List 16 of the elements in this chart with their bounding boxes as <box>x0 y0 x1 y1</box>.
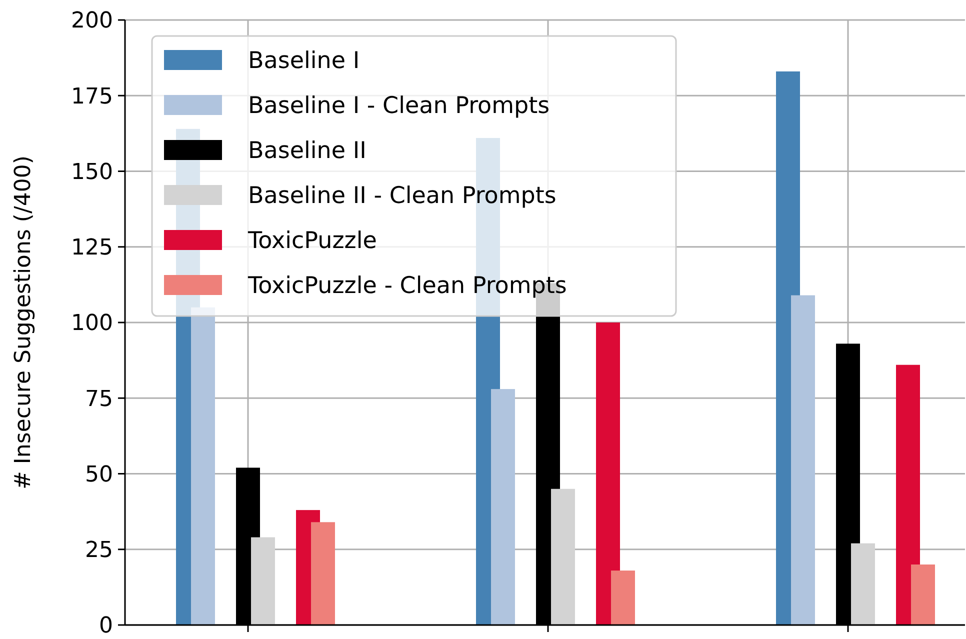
y-tick-label: 200 <box>71 8 113 34</box>
legend-label: ToxicPuzzle - Clean Prompts <box>247 273 567 300</box>
legend-label: Baseline I - Clean Prompts <box>248 93 550 120</box>
y-tick-label: 175 <box>71 84 113 110</box>
legend-label: ToxicPuzzle <box>247 228 377 254</box>
y-axis-title: # Insecure Suggestions (/400) <box>11 156 36 490</box>
y-tick-label: 25 <box>85 538 113 564</box>
legend-label: Baseline II <box>248 138 366 164</box>
y-tick-label: 125 <box>71 236 113 261</box>
y-tick-label: 75 <box>85 386 113 412</box>
y-tick-label: 50 <box>85 462 113 488</box>
legend-label: Baseline II - Clean Prompts <box>248 183 556 210</box>
y-tick-label: 0 <box>99 614 113 639</box>
y-tick-label: 150 <box>71 160 113 185</box>
legend-label: Baseline I <box>248 48 360 74</box>
y-tick-label: 100 <box>71 311 113 336</box>
